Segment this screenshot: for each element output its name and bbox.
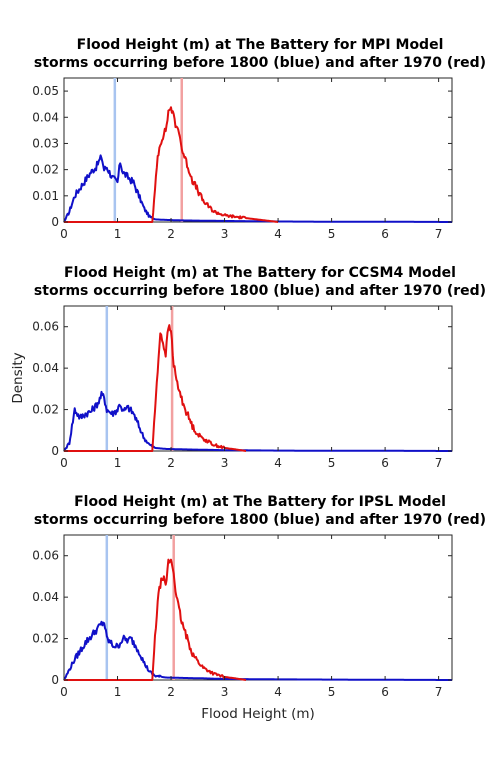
chart-panel-1: Flood Height (m) at The Battery for MPI … (32, 37, 486, 241)
x-tick-label: 3 (221, 685, 229, 699)
y-tick-label: 0 (51, 444, 59, 458)
chart-panel-2: Flood Height (m) at The Battery for CCSM… (32, 265, 486, 470)
chart-panel-3: Flood Height (m) at The Battery for IPSL… (32, 494, 486, 699)
series-line-1 (63, 390, 453, 452)
x-tick-label: 3 (221, 456, 229, 470)
plot-area (63, 77, 453, 223)
x-tick-label: 0 (60, 685, 68, 699)
x-tick-label: 5 (328, 456, 336, 470)
x-tick-label: 7 (435, 227, 443, 241)
x-tick-label: 2 (167, 456, 175, 470)
x-tick-label: 2 (167, 685, 175, 699)
x-tick-label: 1 (114, 227, 122, 241)
y-tick-label: 0.02 (32, 632, 59, 646)
chart-subtitle: storms occurring before 1800 (blue) and … (34, 55, 486, 71)
y-tick-label: 0 (51, 215, 59, 229)
x-tick-label: 4 (274, 456, 282, 470)
x-tick-label: 1 (114, 685, 122, 699)
x-tick-label: 0 (60, 456, 68, 470)
y-tick-label: 0.03 (32, 136, 59, 150)
x-tick-label: 6 (381, 227, 389, 241)
y-tick-label: 0.02 (32, 163, 59, 177)
y-tick-label: 0.05 (32, 84, 59, 98)
series-line-2 (63, 106, 279, 223)
plot-area (63, 305, 453, 452)
x-tick-label: 6 (381, 456, 389, 470)
series-line-1 (63, 154, 453, 223)
chart-title: Flood Height (m) at The Battery for CCSM… (64, 265, 456, 281)
y-tick-label: 0.01 (32, 189, 59, 203)
y-tick-label: 0.04 (32, 590, 59, 604)
x-tick-label: 4 (274, 227, 282, 241)
y-tick-label: 0 (51, 673, 59, 687)
x-tick-label: 0 (60, 227, 68, 241)
x-tick-label: 7 (435, 685, 443, 699)
chart-subtitle: storms occurring before 1800 (blue) and … (34, 512, 486, 528)
x-tick-label: 3 (221, 227, 229, 241)
series-line-2 (63, 558, 247, 681)
x-tick-label: 5 (328, 227, 336, 241)
y-tick-label: 0.04 (32, 110, 59, 124)
plot-area (63, 534, 453, 681)
x-tick-label: 5 (328, 685, 336, 699)
x-tick-label: 7 (435, 456, 443, 470)
x-tick-label: 1 (114, 456, 122, 470)
chart-title: Flood Height (m) at The Battery for IPSL… (74, 494, 446, 510)
y-tick-label: 0.02 (32, 403, 59, 417)
x-tick-label: 6 (381, 685, 389, 699)
y-axis-label: Density (10, 352, 26, 403)
y-tick-label: 0.06 (32, 320, 59, 334)
y-tick-label: 0.06 (32, 549, 59, 563)
x-tick-label: 4 (274, 685, 282, 699)
chart-title: Flood Height (m) at The Battery for MPI … (77, 37, 444, 53)
subplots: Flood Height (m) at The Battery for MPI … (32, 37, 486, 699)
chart-subtitle: storms occurring before 1800 (blue) and … (34, 283, 486, 299)
x-tick-label: 2 (167, 227, 175, 241)
series-line-2 (63, 324, 247, 452)
series-line-1 (63, 620, 453, 681)
x-axis-label: Flood Height (m) (201, 706, 315, 722)
y-tick-label: 0.04 (32, 361, 59, 375)
